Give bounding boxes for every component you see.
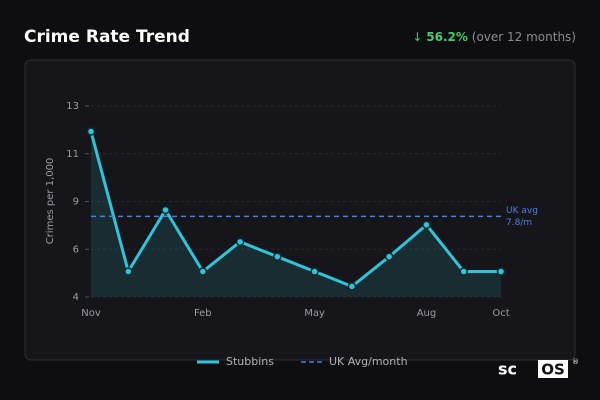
legend-label: UK Avg/month [329, 355, 408, 368]
change-arrow: ↓ [412, 30, 422, 44]
x-tick-label: Aug [417, 308, 437, 319]
point [384, 252, 394, 261]
point [347, 282, 357, 291]
plot: 4 6 9 11 13 Crimes per 1,000 Nov Feb May Aug Oct UK… [45, 101, 538, 368]
point [161, 205, 170, 215]
x-tick-label: Oct [492, 308, 509, 319]
x-tick-label: Feb [194, 308, 212, 319]
point [124, 267, 133, 276]
line [89, 131, 501, 288]
title: Crime Rate Trend [24, 27, 190, 47]
point [310, 267, 319, 276]
change-value: 56.2% [426, 30, 468, 44]
legend-label: Stubbins [226, 355, 274, 368]
x-tick-label: Nov [81, 308, 101, 319]
reference-value: 7.8/m [506, 218, 532, 228]
change: ↓ 56.2% (over 12 months) [412, 30, 576, 44]
x-tick-label: May [304, 308, 325, 319]
y-tick-label: 9 [73, 197, 79, 208]
point [496, 267, 506, 276]
y-axis-label: Crimes per 1,000 [45, 158, 56, 245]
logo-mark: ® [572, 358, 579, 366]
logo-prefix: sc [498, 360, 517, 379]
area [91, 131, 501, 297]
point [235, 237, 245, 247]
chart-panel [24, 59, 576, 361]
y-tick-label: 11 [66, 149, 79, 160]
logo-box [538, 360, 568, 378]
change-period: (over 12 months) [472, 30, 576, 44]
y-tick-label: 6 [73, 244, 79, 255]
y-tick-label: 4 [73, 292, 79, 303]
reference-label: UK avg [506, 206, 538, 216]
point [273, 252, 282, 261]
point [459, 267, 468, 276]
point [198, 267, 208, 276]
logo-boxed: OS [541, 361, 565, 379]
point [86, 127, 96, 136]
point [422, 220, 431, 230]
y-tick-label: 13 [66, 101, 79, 112]
